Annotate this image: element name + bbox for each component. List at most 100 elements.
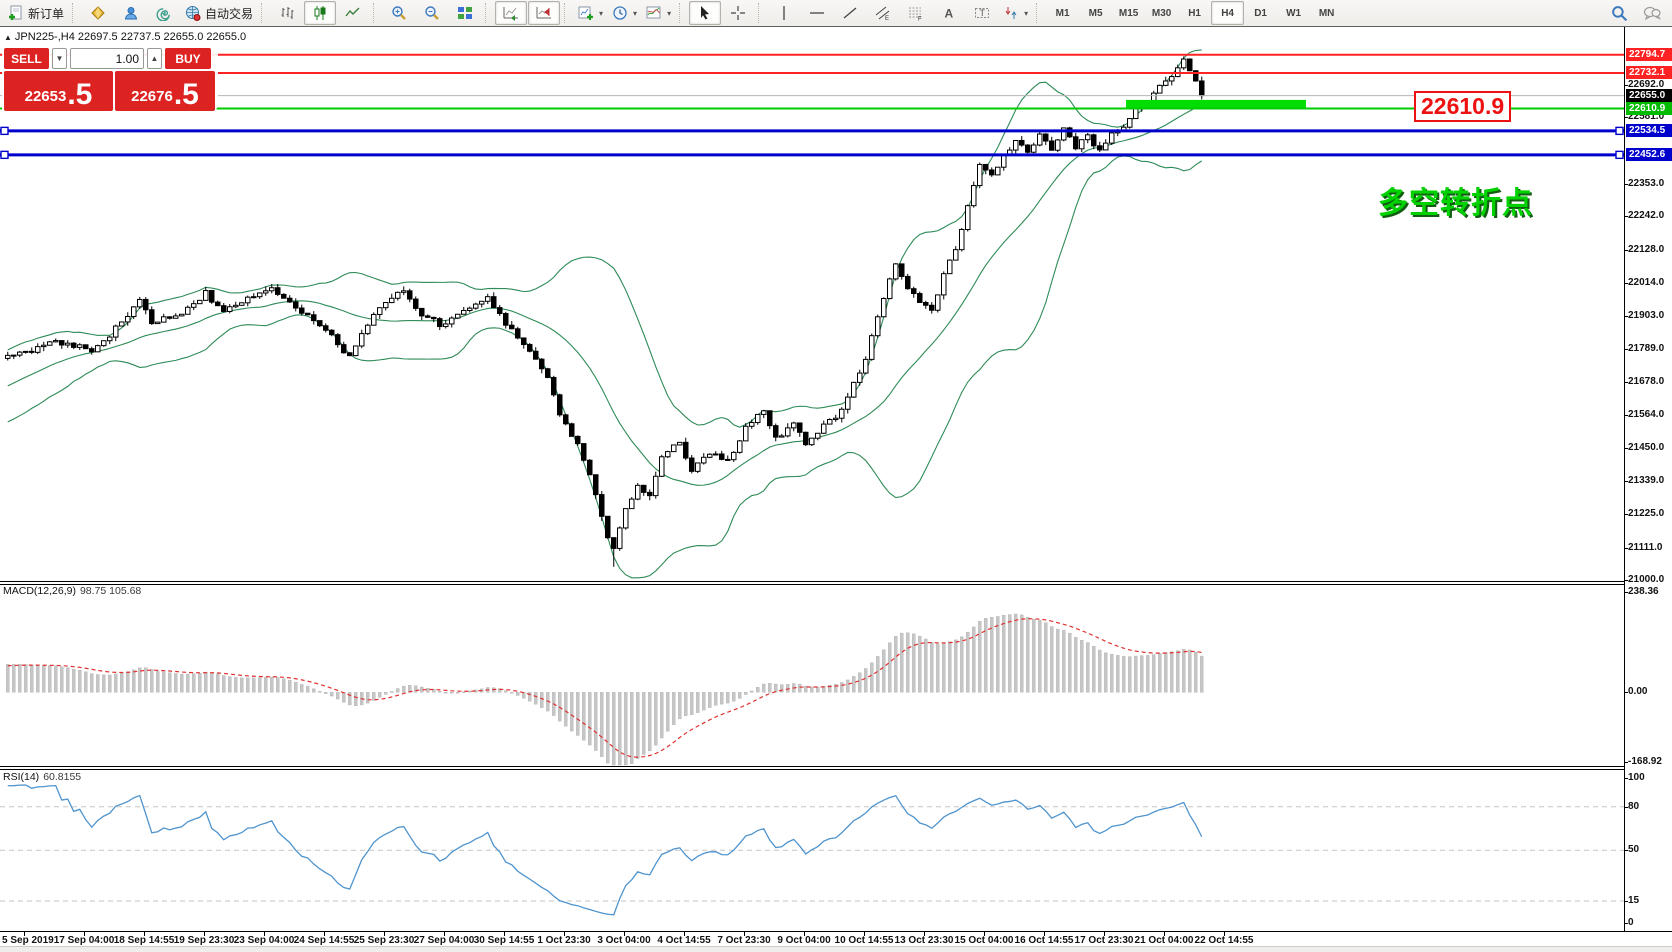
date-tick-mark — [1224, 932, 1225, 936]
trendline-button[interactable] — [834, 1, 866, 25]
candle-body — [881, 298, 887, 318]
bid-price-block[interactable]: 22653 .5 — [4, 71, 113, 111]
timeframe-button-m15[interactable]: M15 — [1118, 7, 1139, 19]
main-toolbar: 新订单 自动交易 ▾ ▾ ▾ E F A T ▾ — [0, 0, 1672, 27]
buy-button[interactable]: BUY — [165, 48, 211, 69]
crosshair-button[interactable] — [722, 1, 754, 25]
macd-histogram-bar — [1080, 640, 1084, 693]
indicators-button[interactable]: ▾ — [574, 1, 607, 25]
date-tick-label: 19 Sep 23:30 — [173, 935, 235, 946]
vertical-line-button[interactable] — [768, 1, 800, 25]
timeframe-button-m1[interactable]: M1 — [1055, 7, 1070, 19]
macd-histogram-bar — [18, 664, 22, 693]
level-handle[interactable] — [1615, 126, 1624, 136]
macd-histogram-bar — [534, 692, 538, 705]
candle-body — [755, 413, 761, 424]
panel-separator-macd[interactable] — [0, 581, 1672, 585]
level-handle[interactable] — [0, 150, 9, 160]
templates-button[interactable]: ▾ — [642, 1, 675, 25]
text-label-button[interactable]: T — [966, 1, 998, 25]
ask-price-block[interactable]: 22676 .5 — [115, 71, 215, 111]
collapse-arrow-icon[interactable]: ▲ — [4, 33, 12, 42]
timeframe-button-h4[interactable]: H4 — [1211, 1, 1245, 25]
macd-histogram-bar — [1020, 614, 1024, 693]
price-level-callout[interactable]: 22610.9 — [1414, 91, 1512, 122]
candle-body — [173, 315, 179, 319]
chart-shift-button[interactable] — [528, 1, 561, 25]
macd-histogram-bar — [1158, 653, 1162, 693]
date-tick-mark — [444, 932, 445, 936]
timeframe-button-m30[interactable]: M30 — [1151, 7, 1172, 19]
shapes-button[interactable]: ▾ — [999, 1, 1032, 25]
macd-histogram-bar — [468, 690, 472, 693]
candle-body — [557, 394, 563, 416]
sell-button[interactable]: SELL — [4, 48, 49, 69]
candle-body — [809, 437, 815, 446]
date-tick-label: 25 Sep 23:30 — [353, 935, 415, 946]
candle-body — [461, 309, 467, 315]
one-click-trading-panel: SELL ▼ ▲ BUY 22653 .5 22676 .5 — [2, 46, 218, 113]
zoom-out-button[interactable] — [416, 1, 448, 25]
new-order-button[interactable]: 新订单 — [4, 1, 68, 25]
candle-body — [1187, 58, 1193, 72]
candle-body — [833, 417, 839, 421]
periods-button[interactable]: ▾ — [608, 1, 641, 25]
rsi-label: RSI(14) 60.8155 — [3, 771, 81, 783]
bollinger-middle-line[interactable] — [7, 104, 1202, 486]
zoom-in-button[interactable] — [383, 1, 415, 25]
axis-tick-label: 0.00 — [1628, 686, 1648, 698]
macd-histogram-bar — [198, 673, 202, 693]
axis-tick-label: 22128.0 — [1628, 243, 1665, 255]
macd-histogram-bar — [156, 670, 160, 693]
level-handle[interactable] — [1615, 150, 1624, 160]
line-chart-button[interactable] — [337, 1, 369, 25]
text-tool-button[interactable]: A — [933, 1, 965, 25]
date-tick-label: 9 Oct 04:00 — [777, 935, 831, 946]
panel-separator-rsi[interactable] — [0, 766, 1672, 770]
timeframe-button-m5[interactable]: M5 — [1088, 7, 1103, 19]
autoscroll-button[interactable] — [495, 1, 528, 25]
highlight-zone-rect[interactable] — [1126, 99, 1306, 109]
search-button[interactable] — [1603, 1, 1635, 25]
candlestick-chart-button[interactable] — [304, 1, 337, 25]
turning-point-annotation[interactable]: 多空转折点 — [1378, 187, 1533, 220]
fibonacci-button[interactable]: F — [900, 1, 932, 25]
bollinger-lower-line[interactable] — [7, 155, 1203, 579]
tile-windows-button[interactable] — [449, 1, 481, 25]
chat-button[interactable] — [1636, 1, 1668, 25]
horizontal-line-button[interactable] — [801, 1, 833, 25]
candle-body — [803, 431, 809, 446]
date-axis[interactable]: 5 Sep 2019 17 Sep 04:00 18 Sep 14:55 19 Sep… — [0, 931, 1672, 946]
autotrading-button[interactable]: 自动交易 — [181, 1, 257, 25]
timeframe-button-w1[interactable]: W1 — [1286, 7, 1302, 19]
cursor-button[interactable] — [689, 1, 722, 25]
macd-histogram-bar — [810, 686, 814, 693]
level-handle[interactable] — [0, 126, 9, 136]
volume-decrease-button[interactable]: ▼ — [52, 48, 67, 69]
volume-input[interactable] — [70, 48, 144, 69]
macd-histogram-bar — [528, 692, 532, 702]
candle-body — [11, 354, 17, 357]
candle-body — [1127, 118, 1133, 128]
market-depth-button[interactable] — [82, 1, 114, 25]
bar-chart-button[interactable] — [271, 1, 303, 25]
timeframe-button-d1[interactable]: D1 — [1254, 7, 1267, 19]
price-chart-canvas[interactable] — [0, 27, 1624, 946]
date-tick-label: 13 Oct 23:30 — [894, 935, 954, 946]
axis-tick-label: -168.92 — [1628, 755, 1662, 767]
community-button[interactable] — [115, 1, 147, 25]
zoom-out-icon — [425, 6, 439, 20]
macd-histogram-bar — [1128, 656, 1132, 693]
price-axis[interactable]: 22692.0 22581.0 22353.0 22242.0 22128.0 22014… — [1624, 27, 1672, 931]
macd-histogram-bar — [384, 692, 388, 695]
bollinger-upper-line[interactable] — [7, 49, 1202, 428]
candle-body — [317, 320, 323, 327]
news-button[interactable] — [148, 1, 180, 25]
candle-body — [695, 462, 701, 472]
timeframe-button-mn[interactable]: MN — [1318, 7, 1335, 19]
macd-histogram-bar — [852, 676, 856, 693]
volume-increase-button[interactable]: ▲ — [147, 48, 162, 69]
equidistant-channel-button[interactable]: E — [867, 1, 899, 25]
candle-body — [359, 333, 365, 347]
timeframe-button-h1[interactable]: H1 — [1188, 7, 1201, 19]
